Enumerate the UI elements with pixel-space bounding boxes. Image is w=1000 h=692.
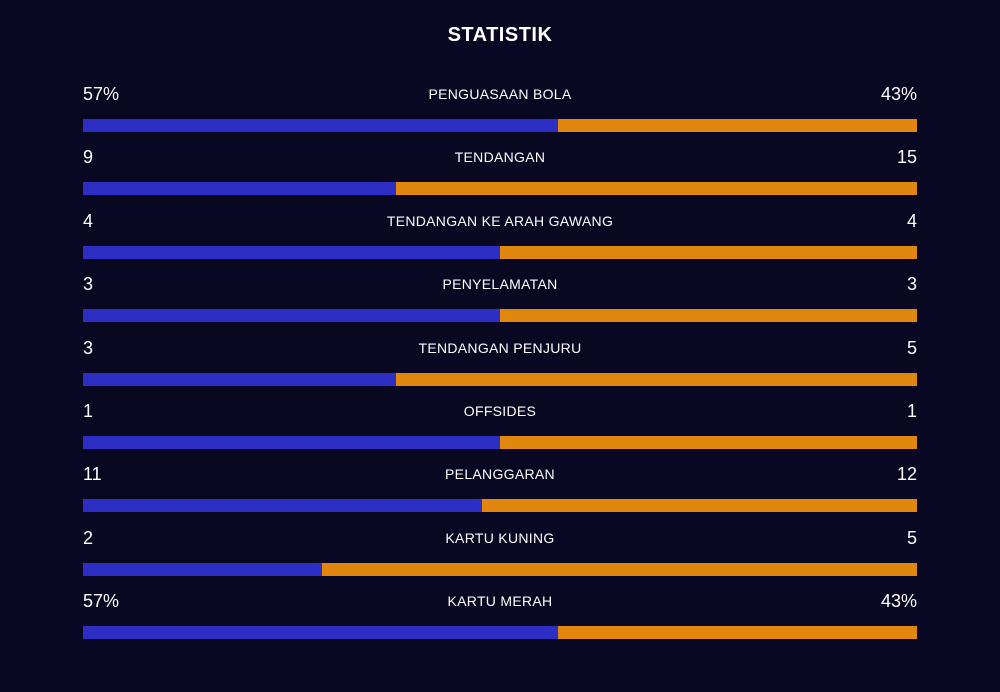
stat-row: 2 KARTU KUNING 5 xyxy=(83,523,917,586)
stat-label: PENYELAMATAN xyxy=(442,276,558,293)
stat-comparison-bar xyxy=(83,562,917,576)
stat-home-value: 1 xyxy=(83,400,94,421)
stat-row: 1 OFFSIDES 1 xyxy=(83,396,917,459)
stat-comparison-bar xyxy=(83,372,917,386)
stat-row: 57% KARTU MERAH 43% xyxy=(83,586,917,649)
stat-bar-away xyxy=(558,626,917,640)
stat-comparison-bar xyxy=(83,119,917,132)
stat-comparison-bar xyxy=(83,182,917,196)
stat-bar-home xyxy=(83,499,482,513)
stat-bar-away xyxy=(321,562,917,576)
stat-label: KARTU MERAH xyxy=(447,593,553,610)
stat-away-value: 1 xyxy=(906,400,917,421)
stat-bar-home xyxy=(83,435,500,449)
stat-row: 4 TENDANGAN KE ARAH GAWANG 4 xyxy=(83,206,917,269)
stat-comparison-bar xyxy=(83,245,917,259)
stat-label: KARTU KUNING xyxy=(445,529,555,546)
stat-comparison-bar xyxy=(83,499,917,513)
stat-away-value: 3 xyxy=(906,274,917,295)
stat-label: PENGUASAAN BOLA xyxy=(428,86,572,102)
stat-row: 3 TENDANGAN PENJURU 5 xyxy=(83,333,917,396)
stat-bar-home xyxy=(83,119,559,132)
stat-bar-home xyxy=(83,309,500,323)
stat-home-value: 57% xyxy=(83,84,120,104)
stat-label: OFFSIDES xyxy=(463,402,537,419)
stat-away-value: 12 xyxy=(896,464,917,485)
statistics-title: STATISTIK xyxy=(447,24,553,46)
stat-row: 11 PELANGGARAN 12 xyxy=(83,459,917,522)
stat-home-value: 57% xyxy=(83,591,120,612)
stat-bar-away xyxy=(500,309,917,323)
stat-home-value: 9 xyxy=(83,147,94,168)
stat-home-value: 3 xyxy=(83,337,94,358)
stat-list: 57% PENGUASAAN BOLA 43% 9 TENDANGAN 15 4 TENDAN… xyxy=(83,79,917,650)
stat-bar-home xyxy=(83,245,500,259)
stat-away-value: 5 xyxy=(906,337,917,358)
stat-bar-home xyxy=(83,562,322,576)
stat-row: 3 PENYELAMATAN 3 xyxy=(83,269,917,332)
stat-bar-home xyxy=(83,372,396,386)
stat-bar-away xyxy=(500,435,917,449)
stat-home-value: 11 xyxy=(83,464,102,485)
stat-bar-away xyxy=(558,119,917,132)
stat-comparison-bar xyxy=(83,626,917,640)
stat-away-value: 4 xyxy=(906,210,917,231)
stat-row: 9 TENDANGAN 15 xyxy=(83,142,917,205)
stat-away-value: 15 xyxy=(896,147,917,168)
stat-bar-home xyxy=(83,182,396,196)
stat-away-value: 43% xyxy=(880,84,917,104)
stat-label: TENDANGAN xyxy=(454,149,546,166)
stat-bar-home xyxy=(83,626,559,640)
stat-label: TENDANGAN PENJURU xyxy=(418,339,582,356)
stat-away-value: 43% xyxy=(880,591,917,612)
stat-comparison-bar xyxy=(83,309,917,323)
stat-home-value: 3 xyxy=(83,274,94,295)
stat-bar-away xyxy=(395,182,917,196)
stat-label: PELANGGARAN xyxy=(445,466,555,483)
stat-row: 57% PENGUASAAN BOLA 43% xyxy=(83,79,917,142)
stat-bar-away xyxy=(481,499,917,513)
stat-label: TENDANGAN KE ARAH GAWANG xyxy=(386,212,614,229)
stat-bar-away xyxy=(395,372,917,386)
stat-comparison-bar xyxy=(83,435,917,449)
stat-bar-away xyxy=(500,245,917,259)
stat-home-value: 2 xyxy=(83,527,94,548)
stat-home-value: 4 xyxy=(83,210,94,231)
stat-away-value: 5 xyxy=(906,527,917,548)
